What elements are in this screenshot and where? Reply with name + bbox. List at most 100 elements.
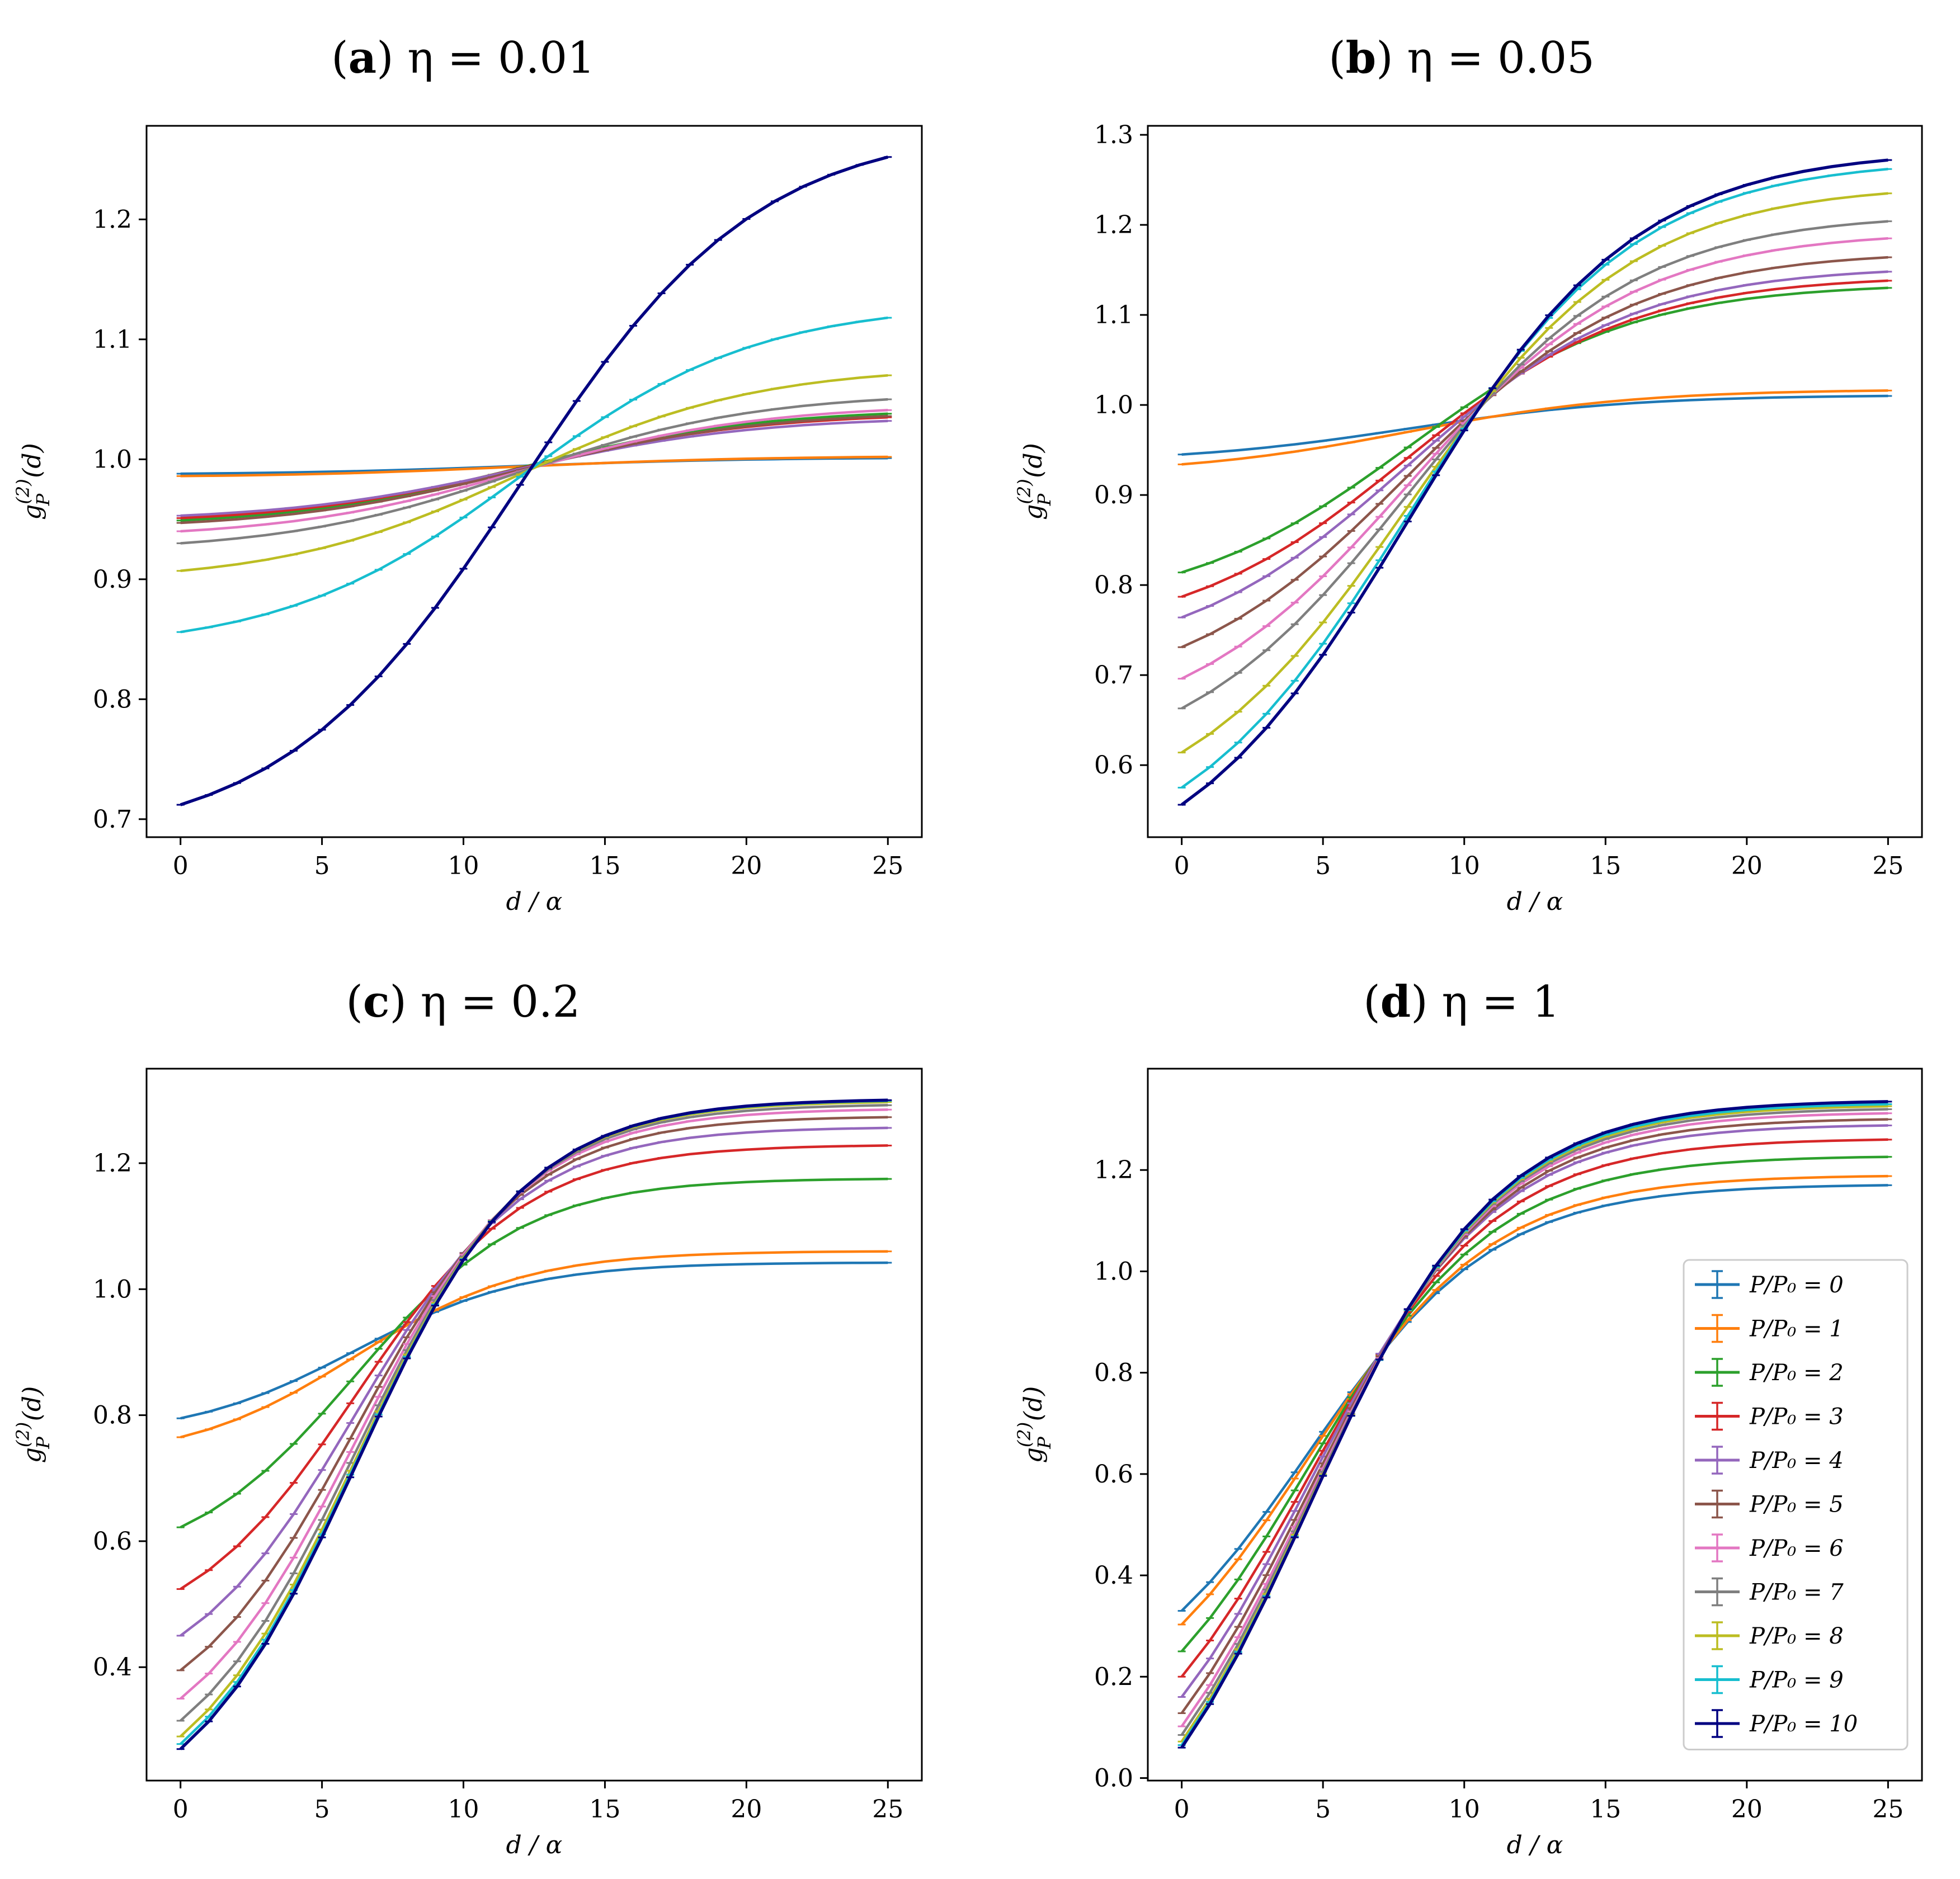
x-tick-label: 15	[1590, 852, 1621, 880]
panel-a: (a) η = 0.01 0 5 10 15 20 25 0.7 0.8 0.9 1.0 1.1 1.2…	[12, 32, 923, 916]
x-tick-label: 20	[1731, 1795, 1763, 1824]
y-axis-label: g(2)P(d)	[1014, 1386, 1055, 1463]
legend-item-8: P/P₀ = 8	[1695, 1621, 1844, 1650]
series-path	[1181, 192, 1888, 754]
legend-box	[1683, 1259, 1909, 1750]
legend: P/P₀ = 0 P/P₀ = 1 P/P₀ = 2 P/P₀ = 3 P/P₀ = 4…	[1683, 1259, 1909, 1750]
series-line-5	[176, 414, 892, 525]
series-line-2	[176, 1177, 892, 1529]
panel-title: (c) η = 0.2	[346, 976, 581, 1027]
y-tick-label: 1.2	[93, 1149, 132, 1178]
x-tick-label: 5	[314, 852, 330, 880]
y-tick-label: 1.2	[1094, 1156, 1133, 1184]
series-line-10	[1177, 1100, 1892, 1749]
legend-label: P/P₀ = 5	[1749, 1492, 1844, 1518]
series-path	[1181, 270, 1888, 619]
x-axis-label: d / α	[1507, 1831, 1563, 1859]
series-line-6	[1177, 237, 1892, 680]
series-path	[1180, 1108, 1888, 1736]
series-path	[180, 1101, 888, 1738]
x-tick-label: 15	[589, 1795, 620, 1824]
legend-item-9: P/P₀ = 9	[1695, 1665, 1844, 1694]
series-path	[1181, 394, 1888, 456]
x-tick-label: 25	[872, 852, 903, 880]
series-line-1	[1177, 1174, 1892, 1626]
series-path	[180, 155, 889, 806]
series-line-10	[1177, 158, 1892, 806]
series-line-4	[1177, 270, 1892, 619]
y-tick-label: 0.7	[93, 805, 132, 834]
series-line-0	[1177, 394, 1892, 456]
x-tick-label: 10	[1449, 1795, 1480, 1824]
panel-title: (a) η = 0.01	[331, 32, 595, 83]
x-tick-label: 10	[1449, 852, 1480, 880]
y-tick-label: 1.2	[93, 205, 132, 234]
series-path	[180, 1177, 888, 1529]
axes-frame	[1147, 125, 1923, 838]
series-path	[1181, 237, 1888, 680]
series-line-0	[176, 1261, 892, 1420]
series-path	[1180, 1155, 1888, 1653]
series-path	[180, 1126, 888, 1637]
series-line-9	[176, 316, 892, 634]
series-line-3	[176, 1144, 892, 1590]
series-path	[1180, 1124, 1888, 1698]
series-line-8	[176, 1101, 892, 1738]
legend-label: P/P₀ = 10	[1749, 1711, 1858, 1737]
series-line-3	[1177, 1138, 1892, 1678]
legend-item-7: P/P₀ = 7	[1695, 1577, 1844, 1607]
legend-item-10: P/P₀ = 10	[1695, 1709, 1858, 1738]
series-line-7	[176, 1104, 892, 1722]
panel-b: (b) η = 0.05 0 5 10 15 20 25 0.6 0.7 0.8 0.9 1.0 1.1…	[1014, 32, 1923, 916]
y-tick-label: 0.8	[1094, 571, 1133, 599]
y-tick-label: 0.8	[93, 685, 132, 714]
y-tick-label: 1.2	[1094, 211, 1133, 239]
series-line-8	[1177, 192, 1892, 754]
legend-label: P/P₀ = 3	[1749, 1404, 1844, 1430]
series-path	[1180, 158, 1888, 806]
legend-label: P/P₀ = 4	[1749, 1448, 1844, 1474]
x-tick-label: 15	[589, 852, 620, 880]
series-path	[1180, 1138, 1888, 1678]
series-path	[1180, 1112, 1888, 1727]
x-tick-label: 20	[1731, 852, 1763, 880]
x-axis-label: d / α	[506, 1831, 563, 1859]
series-line-3	[1177, 279, 1892, 598]
axes-frame	[145, 125, 923, 838]
series-path	[1180, 1100, 1888, 1749]
legend-item-2: P/P₀ = 2	[1695, 1358, 1844, 1387]
x-tick-label: 20	[731, 1795, 762, 1824]
series-path	[1181, 279, 1888, 598]
legend-item-6: P/P₀ = 6	[1695, 1533, 1844, 1562]
panel-title: (b) η = 0.05	[1328, 32, 1595, 83]
x-tick-label: 25	[872, 1795, 903, 1824]
x-tick-label: 25	[1872, 1795, 1904, 1824]
legend-item-5: P/P₀ = 5	[1695, 1489, 1844, 1519]
axes-frame	[1147, 1068, 1923, 1782]
series-line-5	[176, 1116, 892, 1672]
x-tick-label: 0	[173, 1795, 189, 1824]
y-tick-label: 0.7	[1094, 661, 1133, 690]
y-tick-label: 0.0	[1094, 1764, 1133, 1792]
series-line-10	[176, 1098, 892, 1750]
y-tick-label: 0.2	[1094, 1663, 1133, 1691]
y-tick-label: 0.6	[93, 1527, 132, 1556]
y-tick-label: 0.4	[93, 1653, 132, 1682]
series-line-4	[176, 1126, 892, 1637]
series-line-10	[176, 155, 892, 806]
series-path	[1180, 1118, 1888, 1714]
series-path	[180, 414, 888, 525]
x-tick-label: 0	[1174, 1795, 1190, 1824]
series-path	[180, 316, 888, 634]
x-tick-label: 5	[314, 1795, 330, 1824]
legend-label: P/P₀ = 2	[1749, 1360, 1844, 1386]
y-tick-label: 1.0	[1094, 1257, 1133, 1286]
x-tick-label: 10	[448, 1795, 479, 1824]
legend-label: P/P₀ = 7	[1749, 1580, 1844, 1606]
y-tick-label: 1.0	[93, 1275, 132, 1304]
y-tick-label: 0.9	[93, 565, 132, 594]
y-tick-label: 1.1	[1094, 301, 1133, 329]
series-path	[180, 1104, 888, 1722]
x-axis-label: d / α	[1507, 887, 1563, 916]
x-tick-label: 5	[1315, 852, 1331, 880]
